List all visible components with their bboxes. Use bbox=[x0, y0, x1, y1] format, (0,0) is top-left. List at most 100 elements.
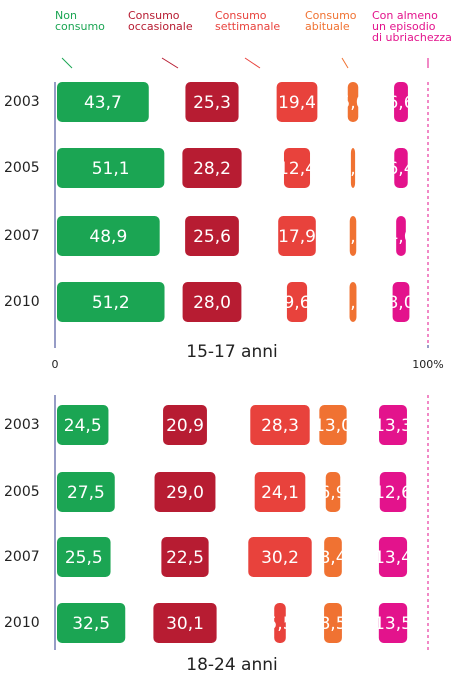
bar bbox=[286, 282, 308, 322]
legend-entry: Con almeno un episodio di ubriachezza bbox=[372, 9, 452, 44]
bar bbox=[57, 282, 165, 322]
value-label: 6,9 bbox=[319, 483, 346, 503]
value-label: 51,1 bbox=[92, 159, 130, 179]
value-label: 3,1 bbox=[339, 227, 366, 247]
bar bbox=[250, 405, 310, 445]
category-label: 2003 bbox=[4, 94, 40, 110]
legend-entry: Consumo abituale bbox=[305, 9, 357, 33]
value-label: 28,2 bbox=[193, 159, 231, 179]
value-label: 9,6 bbox=[283, 293, 310, 313]
bar bbox=[57, 472, 115, 512]
bar bbox=[153, 603, 217, 643]
bar bbox=[349, 216, 357, 256]
value-label: 8,5 bbox=[319, 614, 346, 634]
value-label: 30,2 bbox=[261, 548, 299, 568]
value-label: 30,1 bbox=[166, 614, 204, 634]
value-label: 24,1 bbox=[261, 483, 299, 503]
bar bbox=[57, 148, 165, 188]
bar bbox=[324, 603, 342, 643]
bar bbox=[324, 537, 342, 577]
category-label: 2005 bbox=[4, 160, 40, 176]
panel-title: 15-17 anni bbox=[186, 342, 278, 362]
value-label: 25,3 bbox=[193, 93, 231, 113]
value-label: 27,5 bbox=[67, 483, 105, 503]
bar bbox=[379, 472, 407, 512]
legend-tick bbox=[61, 57, 73, 69]
bar bbox=[350, 148, 356, 188]
value-label: 12,4 bbox=[278, 159, 316, 179]
bar bbox=[276, 82, 318, 122]
value-label: 2,0 bbox=[339, 159, 366, 179]
value-label: 25,6 bbox=[193, 227, 231, 247]
value-label: 13,5 bbox=[374, 614, 412, 634]
bar bbox=[163, 405, 207, 445]
category-label: 2005 bbox=[4, 484, 40, 500]
bar bbox=[278, 216, 316, 256]
value-label: 8,4 bbox=[319, 548, 346, 568]
bar bbox=[319, 405, 347, 445]
value-label: 4,6 bbox=[387, 227, 414, 247]
value-label: 28,3 bbox=[261, 416, 299, 436]
value-label: 20,9 bbox=[166, 416, 204, 436]
bar bbox=[154, 472, 216, 512]
x-tick-label: 100% bbox=[412, 358, 443, 371]
category-label: 2010 bbox=[4, 294, 40, 310]
value-label: 28,0 bbox=[193, 293, 231, 313]
bar bbox=[349, 282, 357, 322]
bar bbox=[394, 82, 408, 122]
bar bbox=[394, 148, 408, 188]
value-label: 5,5 bbox=[266, 614, 293, 634]
bar bbox=[248, 537, 312, 577]
legend-tick bbox=[244, 57, 261, 69]
bar bbox=[57, 216, 160, 256]
bar bbox=[57, 405, 109, 445]
bar bbox=[378, 537, 408, 577]
value-label: 19,4 bbox=[278, 93, 316, 113]
bar bbox=[396, 216, 406, 256]
bar bbox=[57, 603, 126, 643]
category-label: 2007 bbox=[4, 549, 40, 565]
bar bbox=[379, 405, 407, 445]
category-label: 2003 bbox=[4, 417, 40, 433]
value-label: 6,4 bbox=[387, 159, 414, 179]
value-label: 8,0 bbox=[387, 293, 414, 313]
category-label: 2007 bbox=[4, 228, 40, 244]
bar bbox=[182, 148, 242, 188]
value-label: 29,0 bbox=[166, 483, 204, 503]
bar bbox=[57, 537, 111, 577]
value-label: 3,3 bbox=[339, 293, 366, 313]
bar bbox=[325, 472, 341, 512]
value-label: 48,9 bbox=[89, 227, 127, 247]
legend-entry: Non consumo bbox=[55, 9, 105, 33]
value-label: 51,2 bbox=[92, 293, 130, 313]
value-label: 13,3 bbox=[374, 416, 412, 436]
value-label: 24,5 bbox=[64, 416, 102, 436]
panel-title: 18-24 anni bbox=[186, 655, 278, 675]
bar bbox=[57, 82, 149, 122]
legend-tick bbox=[341, 57, 349, 69]
value-label: 6,6 bbox=[387, 93, 414, 113]
value-label: 5,0 bbox=[339, 93, 366, 113]
bar bbox=[185, 82, 239, 122]
bar bbox=[182, 282, 242, 322]
bar bbox=[283, 148, 311, 188]
bar bbox=[185, 216, 239, 256]
bar bbox=[274, 603, 286, 643]
bar bbox=[378, 603, 408, 643]
category-label: 2010 bbox=[4, 615, 40, 631]
bar bbox=[347, 82, 359, 122]
value-label: 43,7 bbox=[84, 93, 122, 113]
x-tick-label: 0 bbox=[52, 358, 59, 371]
value-label: 25,5 bbox=[65, 548, 103, 568]
value-label: 17,9 bbox=[278, 227, 316, 247]
legend-entry: Consumo occasionale bbox=[128, 9, 193, 33]
bar bbox=[392, 282, 410, 322]
legend-tick bbox=[161, 57, 179, 69]
bar bbox=[254, 472, 306, 512]
legend-entry: Consumo settimanale bbox=[215, 9, 281, 33]
value-label: 32,5 bbox=[72, 614, 110, 634]
value-label: 13,4 bbox=[374, 548, 412, 568]
value-label: 13,0 bbox=[314, 416, 352, 436]
